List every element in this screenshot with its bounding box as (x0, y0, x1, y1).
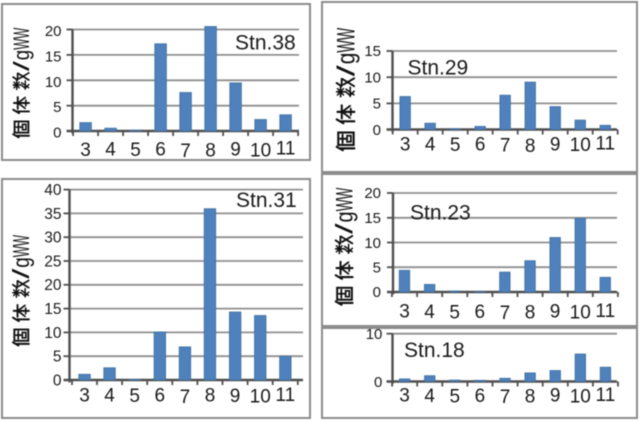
svg-text:15: 15 (44, 301, 61, 318)
svg-text:15: 15 (45, 48, 62, 65)
svg-text:5: 5 (53, 99, 61, 116)
svg-text:5: 5 (450, 135, 461, 156)
svg-text:9: 9 (230, 140, 241, 161)
svg-text:30: 30 (44, 230, 62, 247)
svg-text:9: 9 (230, 386, 241, 407)
svg-text:8: 8 (525, 302, 536, 323)
svg-text:10: 10 (366, 326, 383, 343)
svg-text:11: 11 (595, 301, 615, 322)
svg-text:6: 6 (155, 140, 166, 161)
svg-text:35: 35 (44, 206, 61, 223)
svg-text:20: 20 (45, 23, 62, 40)
svg-text:Stn.31: Stn.31 (236, 189, 297, 212)
svg-text:10: 10 (44, 325, 62, 342)
svg-text:Stn.38: Stn.38 (235, 32, 296, 55)
svg-text:10: 10 (250, 386, 271, 407)
svg-text:4: 4 (105, 140, 116, 161)
svg-text:3: 3 (400, 134, 411, 155)
svg-text:15: 15 (364, 210, 381, 227)
svg-text:8: 8 (525, 136, 536, 157)
svg-text:6: 6 (475, 302, 486, 323)
svg-text:Stn.23: Stn.23 (410, 202, 471, 225)
svg-text:3: 3 (399, 386, 410, 407)
svg-text:8: 8 (205, 385, 216, 406)
svg-text:Stn.29: Stn.29 (408, 57, 469, 80)
svg-text:5: 5 (129, 386, 140, 407)
svg-text:6: 6 (475, 386, 486, 407)
svg-text:5: 5 (449, 302, 460, 323)
svg-text:4: 4 (104, 385, 115, 406)
svg-text:10: 10 (570, 387, 591, 408)
svg-text:0: 0 (53, 372, 62, 389)
svg-text:11: 11 (596, 385, 616, 406)
svg-text:0: 0 (373, 122, 381, 139)
svg-text:3: 3 (79, 385, 90, 406)
svg-text:8: 8 (205, 140, 216, 161)
svg-text:7: 7 (500, 303, 511, 324)
svg-text:10: 10 (45, 74, 62, 91)
svg-text:9: 9 (550, 134, 561, 155)
svg-text:10: 10 (364, 235, 381, 252)
svg-text:4: 4 (425, 134, 436, 155)
svg-text:15: 15 (364, 43, 381, 60)
svg-text:11: 11 (595, 133, 615, 154)
svg-text:5: 5 (450, 387, 461, 408)
svg-text:8: 8 (525, 387, 536, 408)
svg-text:7: 7 (180, 387, 191, 408)
svg-text:0: 0 (374, 374, 382, 391)
svg-text:0: 0 (53, 125, 61, 142)
svg-text:5: 5 (373, 96, 381, 113)
svg-text:9: 9 (550, 386, 561, 407)
svg-text:7: 7 (500, 387, 511, 408)
svg-text:20: 20 (364, 185, 381, 202)
svg-text:6: 6 (475, 134, 486, 155)
svg-text:5: 5 (130, 140, 141, 161)
svg-text:6: 6 (155, 385, 166, 406)
svg-text:25: 25 (44, 253, 61, 270)
svg-text:11: 11 (275, 385, 295, 406)
svg-text:20: 20 (44, 277, 62, 294)
svg-text:3: 3 (399, 301, 410, 322)
svg-text:5: 5 (373, 260, 381, 277)
svg-text:0: 0 (373, 284, 381, 301)
svg-text:5: 5 (53, 349, 62, 366)
svg-text:10: 10 (570, 135, 591, 156)
svg-text:4: 4 (424, 386, 435, 407)
svg-text:9: 9 (550, 301, 561, 322)
svg-text:Stn.18: Stn.18 (404, 339, 465, 362)
svg-text:10: 10 (364, 70, 381, 87)
svg-text:10: 10 (570, 302, 591, 323)
svg-text:7: 7 (180, 141, 191, 162)
svg-text:11: 11 (276, 138, 296, 159)
svg-text:10: 10 (250, 140, 271, 161)
svg-text:7: 7 (500, 135, 511, 156)
svg-text:40: 40 (44, 182, 62, 199)
svg-text:3: 3 (80, 140, 91, 161)
svg-text:4: 4 (424, 302, 435, 323)
